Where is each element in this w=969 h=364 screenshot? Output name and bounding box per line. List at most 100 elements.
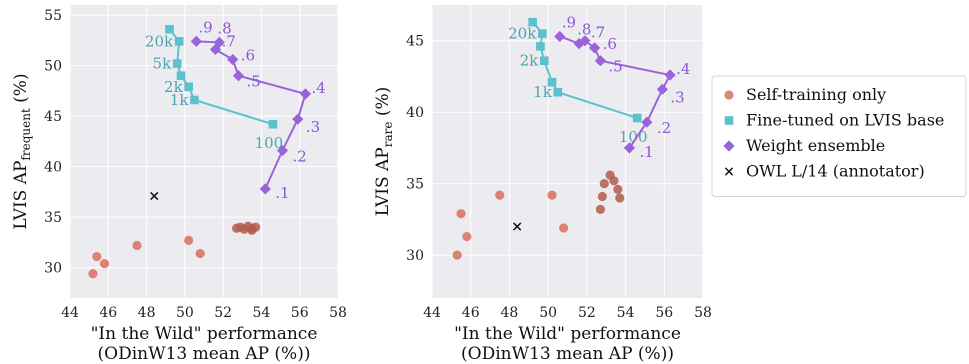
data-label: 20k <box>508 25 537 43</box>
data-point-fine-tuned-on-lvis-base <box>553 87 563 97</box>
data-point-self-training-only <box>599 179 609 189</box>
data-label: .4 <box>311 79 325 97</box>
data-label: .2 <box>657 119 671 137</box>
legend-marker <box>723 140 735 152</box>
y-axis-label-main: LVIS AP <box>11 161 31 230</box>
y-axis-label: LVIS APfrequent (%) <box>11 73 33 229</box>
data-point-weight-ensemble <box>227 53 239 66</box>
data-point-self-training-only <box>495 190 505 200</box>
data-point-fine-tuned-on-lvis-base <box>190 95 199 105</box>
data-point-weight-ensemble <box>594 55 607 67</box>
data-label: .1 <box>275 184 289 202</box>
x-tick-label: 56 <box>655 305 673 321</box>
data-label: .4 <box>676 60 690 78</box>
data-point-weight-ensemble <box>190 35 202 47</box>
x-tick-label: 44 <box>61 305 79 321</box>
legend-marker <box>724 90 734 100</box>
y-tick-label: 35 <box>406 177 424 193</box>
x-tick-label: 52 <box>578 305 596 321</box>
x-axis-label: "In the Wild" performance <box>454 324 681 344</box>
legend-marker <box>724 167 734 176</box>
data-point-self-training-only <box>456 209 466 219</box>
y-tick-label: 40 <box>406 105 424 121</box>
y-tick-label: 45 <box>406 34 424 50</box>
plot-area <box>70 5 338 298</box>
legend-label: Weight ensemble <box>746 136 885 155</box>
data-point-weight-ensemble <box>579 35 591 47</box>
data-point-weight-ensemble <box>232 70 245 82</box>
legend: Self-training only Fine-tuned on LVIS bas… <box>711 75 967 197</box>
data-label: 1k <box>533 83 553 101</box>
x-tick-label: 48 <box>501 305 519 321</box>
x-tick-label: 46 <box>99 305 117 321</box>
y-axis-label-subscript: rare <box>381 122 395 148</box>
data-point-weight-ensemble <box>573 37 585 50</box>
y-axis-label-main: LVIS AP <box>373 147 393 216</box>
left-chart-panel: 44 46 48 50 52 54 56 58 30 35 40 45 50 55 "In the Wild… <box>11 5 347 364</box>
data-label: 20k <box>145 32 174 50</box>
legend-label: Fine-tuned on LVIS base <box>746 111 944 130</box>
x-tick-label: 52 <box>214 305 232 321</box>
y-tick-label: 30 <box>44 261 62 277</box>
data-label: .7 <box>591 24 605 42</box>
data-point-self-training-only <box>547 190 557 200</box>
x-tick-label: 46 <box>462 305 480 321</box>
data-point-weight-ensemble <box>656 83 668 95</box>
y-axis-label-subscript: frequent <box>19 108 33 161</box>
data-label: .8 <box>577 21 591 39</box>
data-label: .8 <box>217 19 231 37</box>
data-point-fine-tuned-on-lvis-base <box>184 82 193 92</box>
data-point-self-training-only <box>613 184 623 194</box>
y-axis-label-unit: (%) <box>373 87 393 122</box>
y-tick-label: 30 <box>406 248 424 264</box>
data-point-fine-tuned-on-lvis-base <box>536 42 545 51</box>
data-point-fine-tuned-on-lvis-base <box>538 29 547 38</box>
legend-label: OWL L/14 (annotator) <box>746 162 925 181</box>
x-tick-label: 44 <box>423 305 441 321</box>
data-label: .2 <box>292 147 306 165</box>
data-point-self-training-only <box>184 235 194 246</box>
data-point-owl-l-14-annotator <box>513 222 522 231</box>
data-point-self-training-only <box>615 193 625 203</box>
x-tick-label: 58 <box>329 305 347 321</box>
data-point-weight-ensemble <box>276 144 289 157</box>
data-point-fine-tuned-on-lvis-base <box>268 119 278 129</box>
x-axis-label: "In the Wild" performance <box>91 324 318 344</box>
x-tick-label: 50 <box>176 305 194 321</box>
x-tick-label: 58 <box>694 305 712 321</box>
data-point-weight-ensemble <box>554 30 566 43</box>
data-point-owl-l-14-annotator <box>150 191 159 201</box>
y-tick-label: 40 <box>44 160 62 176</box>
data-point-weight-ensemble <box>641 116 653 128</box>
right-chart-panel: 44 46 48 50 52 54 56 58 30 35 40 45 "In the Wild" pe… <box>373 5 712 364</box>
data-label: 100 <box>255 134 284 152</box>
x-tick-label: 50 <box>539 305 557 321</box>
data-point-fine-tuned-on-lvis-base <box>632 113 642 123</box>
y-tick-label: 35 <box>44 210 62 226</box>
data-label: 2k <box>164 78 184 96</box>
data-point-fine-tuned-on-lvis-base <box>539 56 549 66</box>
y-tick-label: 50 <box>44 59 62 75</box>
data-point-self-training-only <box>195 248 205 259</box>
data-point-self-training-only <box>462 231 472 242</box>
x-tick-label: 48 <box>138 305 156 321</box>
data-point-weight-ensemble <box>292 113 304 125</box>
data-point-self-training-only <box>595 204 606 214</box>
data-label: .9 <box>198 18 212 36</box>
data-point-weight-ensemble <box>664 69 676 81</box>
data-point-self-training-only <box>88 269 98 279</box>
data-label: .5 <box>608 58 622 76</box>
data-label: .3 <box>670 88 684 106</box>
y-tick-label: 55 <box>44 8 62 24</box>
legend-label: Self-training only <box>746 85 886 104</box>
x-tick-label: 56 <box>291 305 309 321</box>
data-point-self-training-only <box>559 223 569 233</box>
x-axis-label: (ODinW13 mean AP (%)) <box>461 344 674 364</box>
data-point-weight-ensemble <box>589 42 601 54</box>
x-tick-label: 54 <box>617 305 635 321</box>
data-label: .5 <box>246 73 260 91</box>
data-label: 1k <box>170 91 190 109</box>
legend-marker <box>724 116 734 125</box>
data-point-fine-tuned-on-lvis-base <box>547 77 557 87</box>
